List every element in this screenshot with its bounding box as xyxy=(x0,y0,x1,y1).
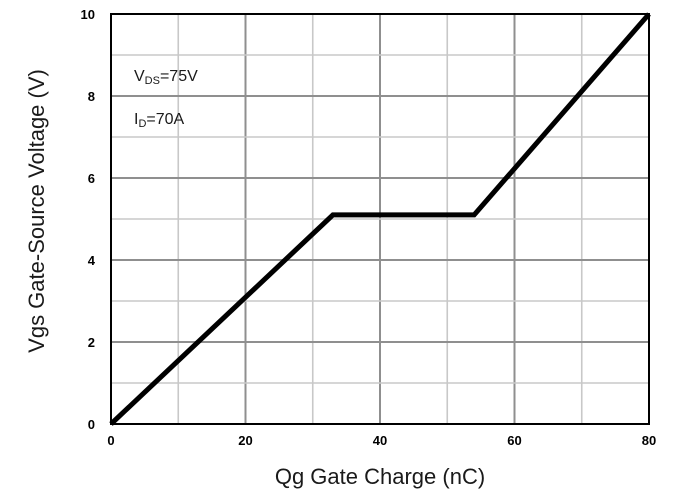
x-tick-label: 20 xyxy=(238,433,252,448)
annotation-vds-main: V xyxy=(134,68,145,85)
x-axis-label: Qg Gate Charge (nC) xyxy=(275,464,485,489)
plot-frame xyxy=(110,13,650,425)
annotation-id-value: =70A xyxy=(146,111,184,128)
y-tick-label: 6 xyxy=(88,171,95,186)
annotation-vds-value: =75V xyxy=(160,68,198,85)
y-tick-label: 10 xyxy=(81,7,95,22)
y-axis-label: Vgs Gate-Source Voltage (V) xyxy=(24,69,49,353)
x-tick-label: 0 xyxy=(107,433,114,448)
annotation-vds: VDS=75V xyxy=(134,68,198,87)
tick-labels: 0 20 40 60 80 0 2 4 6 8 10 xyxy=(81,7,657,448)
x-tick-label: 80 xyxy=(642,433,656,448)
x-tick-label: 40 xyxy=(373,433,387,448)
annotation-id-main: I xyxy=(134,111,138,128)
y-tick-label: 2 xyxy=(88,335,95,350)
y-tick-label: 4 xyxy=(88,253,96,268)
annotation-vds-sub: DS xyxy=(145,75,160,87)
series-group xyxy=(109,12,651,426)
annotation-id-sub: D xyxy=(138,118,146,130)
x-tick-label: 60 xyxy=(507,433,521,448)
annotation-id: ID=70A xyxy=(134,111,185,130)
grid xyxy=(111,14,649,424)
series-line xyxy=(109,12,651,426)
y-tick-label: 0 xyxy=(88,417,95,432)
y-tick-label: 8 xyxy=(88,89,95,104)
